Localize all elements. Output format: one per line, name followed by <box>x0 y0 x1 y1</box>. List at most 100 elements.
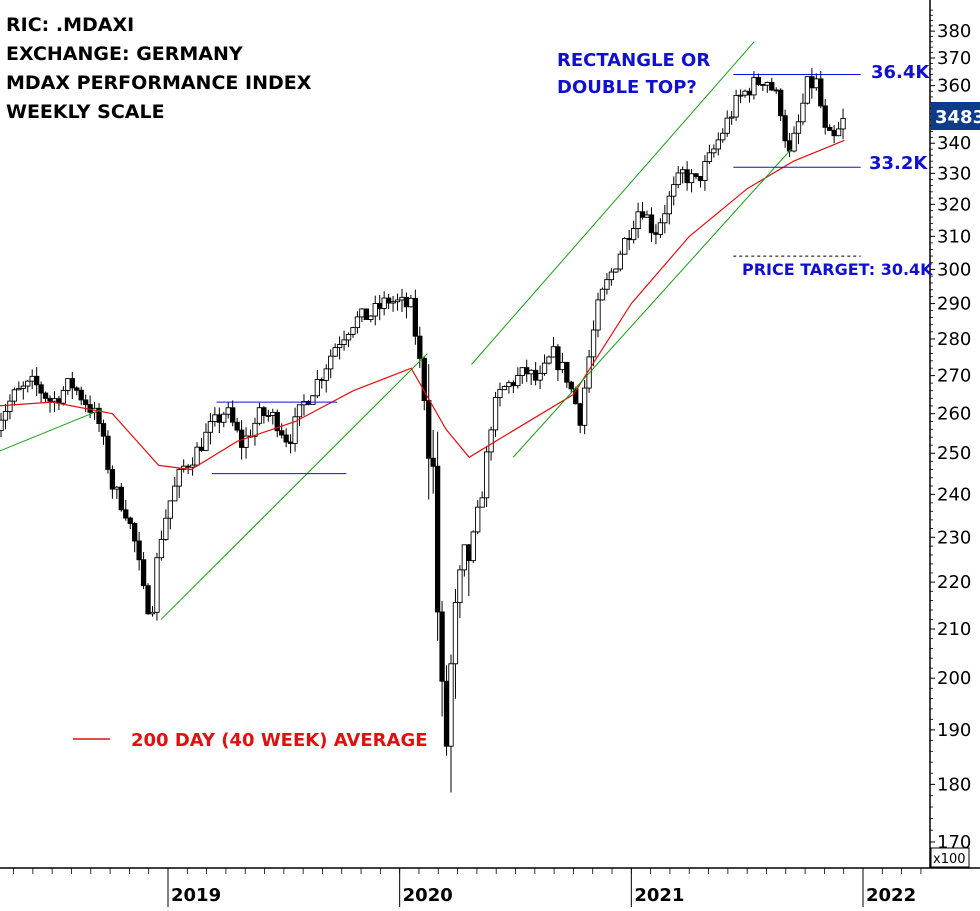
candle-body <box>189 464 196 468</box>
candle-body <box>234 421 240 431</box>
candle-body <box>510 382 517 387</box>
candle-body <box>118 486 124 511</box>
candle-body <box>412 297 418 337</box>
candle-body <box>83 399 89 406</box>
y-tick-label: 180 <box>937 774 971 795</box>
candle-body <box>773 89 779 92</box>
y-tick-label: 380 <box>937 21 971 42</box>
candle-body <box>742 90 748 96</box>
candle-body <box>65 378 71 391</box>
candle-body <box>840 117 846 130</box>
candle-body <box>158 538 165 559</box>
candle-body <box>515 375 521 387</box>
candle-body <box>479 497 485 508</box>
candle-body <box>604 279 610 290</box>
candle-body <box>328 355 334 370</box>
ma-200-line <box>0 139 845 471</box>
candle-body <box>323 368 329 381</box>
candle-body <box>136 540 142 561</box>
chart-title-index: MDAX PERFORMANCE INDEX <box>6 72 312 94</box>
candle-body <box>363 308 369 320</box>
candle-body <box>399 296 405 301</box>
candle-body <box>550 346 557 358</box>
trendline <box>0 409 102 452</box>
candle-body <box>172 485 178 502</box>
scale-multiplier-box <box>930 847 970 868</box>
candle-body <box>715 139 721 150</box>
candle-body <box>385 297 392 304</box>
candle-body <box>671 184 677 197</box>
candle-body <box>662 213 668 224</box>
candle-body <box>109 468 116 490</box>
candle-body <box>590 329 597 358</box>
candle-body <box>608 271 615 281</box>
candle-body <box>729 116 735 119</box>
candle-body <box>434 465 441 613</box>
candle-body <box>381 297 387 309</box>
candle-body <box>417 335 423 359</box>
candle-body <box>368 315 374 320</box>
candle-body <box>292 416 298 444</box>
candle-body <box>684 169 690 184</box>
candle-body <box>20 385 26 389</box>
candle-body <box>408 297 414 308</box>
candle-body <box>29 375 35 382</box>
candle-body <box>470 531 476 562</box>
candle-body <box>595 299 601 331</box>
candle-body <box>287 441 294 444</box>
candle-body <box>105 435 111 470</box>
candle-body <box>809 76 815 89</box>
candle-body <box>11 389 18 402</box>
candle-body <box>274 411 280 432</box>
candle-body <box>47 397 53 402</box>
candle-body <box>0 419 4 432</box>
candle-body <box>720 132 726 141</box>
candle-body <box>631 228 637 241</box>
candle-body <box>648 214 655 234</box>
candle-body <box>212 414 218 422</box>
candle-body <box>270 411 276 416</box>
candle-body <box>693 173 699 177</box>
x-tick-label: 2020 <box>403 885 453 906</box>
candle-body <box>813 78 819 89</box>
candle-body <box>377 303 383 309</box>
candle-body <box>34 375 40 386</box>
candle-body <box>555 346 561 371</box>
scale-multiplier-label: x100 <box>933 852 966 867</box>
y-tick-label: 300 <box>937 259 971 280</box>
candle-body <box>42 392 49 399</box>
candle-body <box>497 389 503 398</box>
candle-body <box>394 299 401 303</box>
candle-body <box>16 387 22 391</box>
y-tick-label: 250 <box>937 443 971 464</box>
y-tick-label: 200 <box>937 668 971 689</box>
candle-body <box>666 195 672 215</box>
candle-body <box>568 381 574 390</box>
candle-body <box>100 423 107 437</box>
candle-body <box>51 398 58 402</box>
overlay-lines <box>0 41 861 620</box>
candle-body <box>149 611 156 615</box>
candle-body <box>252 422 258 437</box>
candle-body <box>559 361 566 371</box>
candle-body <box>532 369 539 381</box>
candle-body <box>359 308 365 318</box>
candle-body <box>154 557 160 613</box>
candle-body <box>541 362 548 374</box>
candle-body <box>243 435 249 448</box>
y-tick-label: 340 <box>937 133 971 154</box>
candle-body <box>7 400 13 412</box>
candle-body <box>778 89 784 117</box>
candle-body <box>96 407 102 425</box>
candle-body <box>74 387 80 391</box>
candle-body <box>336 344 343 349</box>
trendline <box>512 148 792 458</box>
y-tick-label: 280 <box>937 329 971 350</box>
candle-body <box>127 517 133 524</box>
candle-body <box>194 446 200 466</box>
candle-body <box>791 132 797 152</box>
candle-body <box>657 222 664 235</box>
candle-body <box>354 316 361 329</box>
